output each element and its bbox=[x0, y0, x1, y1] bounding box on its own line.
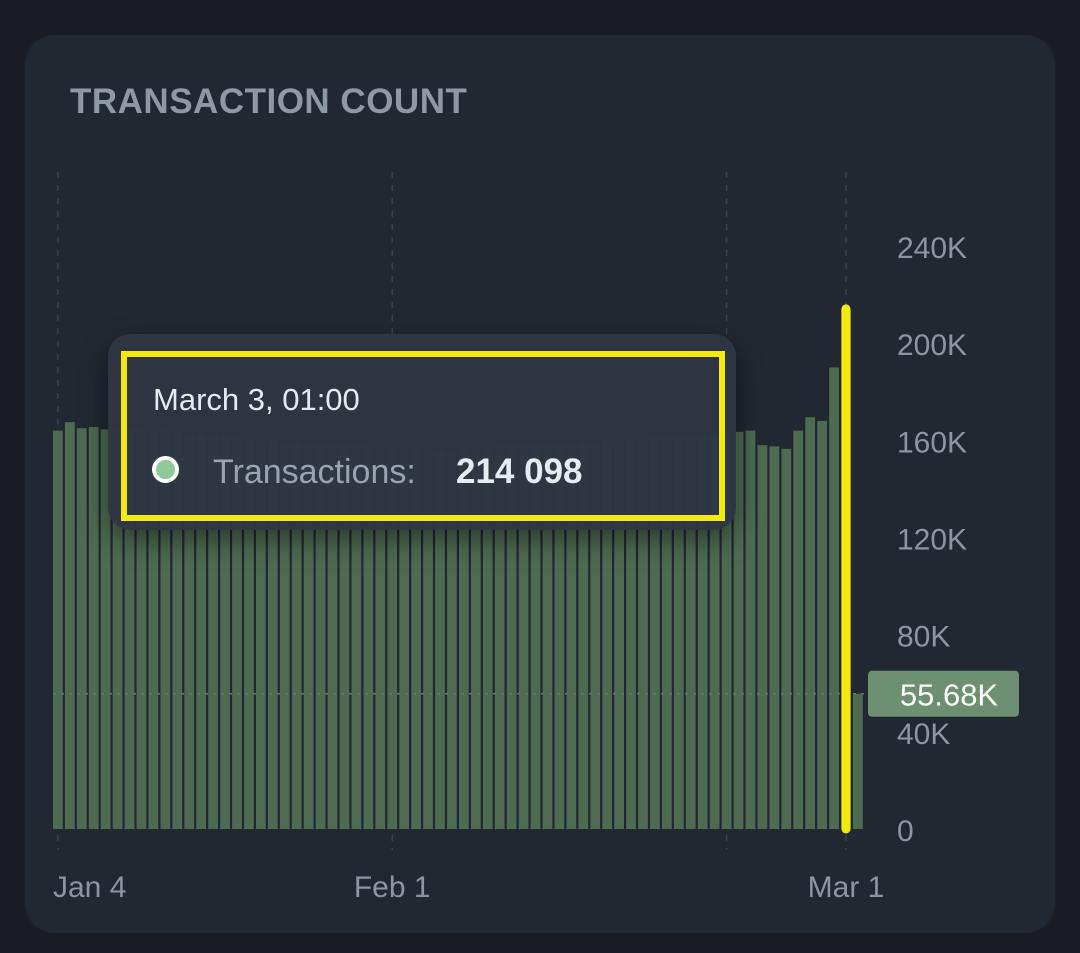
bar bbox=[530, 445, 541, 829]
bar bbox=[626, 440, 636, 829]
bar bbox=[339, 445, 350, 829]
bar bbox=[435, 450, 445, 829]
bar bbox=[602, 441, 613, 829]
bar bbox=[315, 443, 326, 829]
bar bbox=[805, 417, 816, 829]
bar bbox=[279, 441, 290, 829]
x-tick-label: Mar 1 bbox=[808, 871, 885, 904]
bar bbox=[459, 448, 469, 829]
x-tick-label: Jan 4 bbox=[53, 871, 126, 904]
bar bbox=[100, 429, 111, 829]
y-tick-label: 120K bbox=[897, 524, 967, 557]
bar bbox=[136, 430, 147, 829]
chart-title: TRANSACTION COUNT bbox=[70, 82, 468, 121]
bar bbox=[327, 445, 338, 829]
bar bbox=[447, 450, 457, 829]
bar bbox=[697, 435, 708, 829]
bar bbox=[494, 446, 505, 829]
bar bbox=[411, 448, 421, 829]
bar bbox=[244, 439, 254, 829]
bar bbox=[757, 445, 768, 829]
bar bbox=[554, 443, 565, 829]
tooltip-series-label: Transactions: bbox=[213, 453, 416, 491]
bar bbox=[53, 430, 63, 829]
x-tick-label: Feb 1 bbox=[354, 871, 431, 904]
bar bbox=[781, 448, 792, 829]
bar bbox=[518, 445, 529, 829]
current-value-tag: 55.68K bbox=[868, 670, 1019, 717]
bar bbox=[685, 436, 696, 829]
y-tick-label: 0 bbox=[897, 815, 914, 848]
bar bbox=[148, 431, 159, 829]
bar bbox=[662, 437, 672, 829]
bar bbox=[375, 447, 386, 829]
bar bbox=[817, 420, 827, 829]
bar bbox=[542, 443, 553, 829]
bar bbox=[303, 442, 314, 829]
bar bbox=[614, 440, 624, 829]
bar bbox=[363, 446, 374, 829]
y-tick-label: 160K bbox=[897, 426, 967, 459]
bar bbox=[853, 693, 863, 829]
y-tick-label: 40K bbox=[897, 718, 950, 751]
current-value-label: 55.68K bbox=[900, 678, 999, 713]
y-axis: 0 40K 80K 120K 160K 200K 240K bbox=[897, 232, 967, 848]
bar bbox=[733, 431, 744, 829]
bar bbox=[256, 440, 266, 829]
bar bbox=[76, 428, 87, 829]
bar bbox=[112, 425, 123, 829]
bar bbox=[351, 446, 362, 829]
series-dot-icon bbox=[152, 456, 179, 483]
bar bbox=[88, 426, 99, 829]
bar bbox=[160, 430, 171, 829]
bar bbox=[220, 436, 230, 829]
y-tick-label: 240K bbox=[897, 232, 967, 265]
current-value-badge bbox=[868, 670, 1019, 717]
bar bbox=[793, 430, 804, 829]
bar bbox=[387, 447, 398, 829]
bar bbox=[709, 434, 720, 829]
tooltip-value: 214 098 bbox=[456, 452, 583, 491]
y-tick-label: 80K bbox=[897, 621, 950, 654]
bar bbox=[506, 446, 517, 829]
y-tick-label: 200K bbox=[897, 329, 967, 362]
bar bbox=[184, 434, 195, 829]
bar bbox=[638, 439, 648, 829]
chart-tooltip bbox=[108, 334, 736, 530]
bar bbox=[196, 435, 207, 829]
bar bbox=[590, 441, 601, 829]
tooltip-date: March 3, 01:00 bbox=[153, 382, 360, 417]
bar bbox=[578, 442, 589, 829]
bar bbox=[650, 437, 660, 829]
bar bbox=[566, 442, 577, 829]
bars bbox=[53, 308, 863, 829]
bar bbox=[399, 447, 410, 829]
bar bbox=[64, 422, 75, 829]
bar bbox=[673, 436, 684, 829]
bar bbox=[172, 433, 183, 829]
x-axis: Jan 4 Feb 1 Mar 1 bbox=[53, 871, 884, 904]
bar bbox=[232, 437, 242, 829]
bar bbox=[423, 448, 433, 829]
bar bbox=[769, 446, 780, 829]
bar bbox=[482, 447, 493, 829]
bar bbox=[470, 447, 481, 829]
bar bbox=[124, 428, 135, 829]
bar bbox=[721, 433, 732, 829]
bar bbox=[208, 435, 218, 829]
bar bbox=[745, 430, 756, 829]
bar bbox=[291, 442, 302, 829]
bar bbox=[267, 440, 278, 829]
bar bbox=[829, 367, 839, 829]
